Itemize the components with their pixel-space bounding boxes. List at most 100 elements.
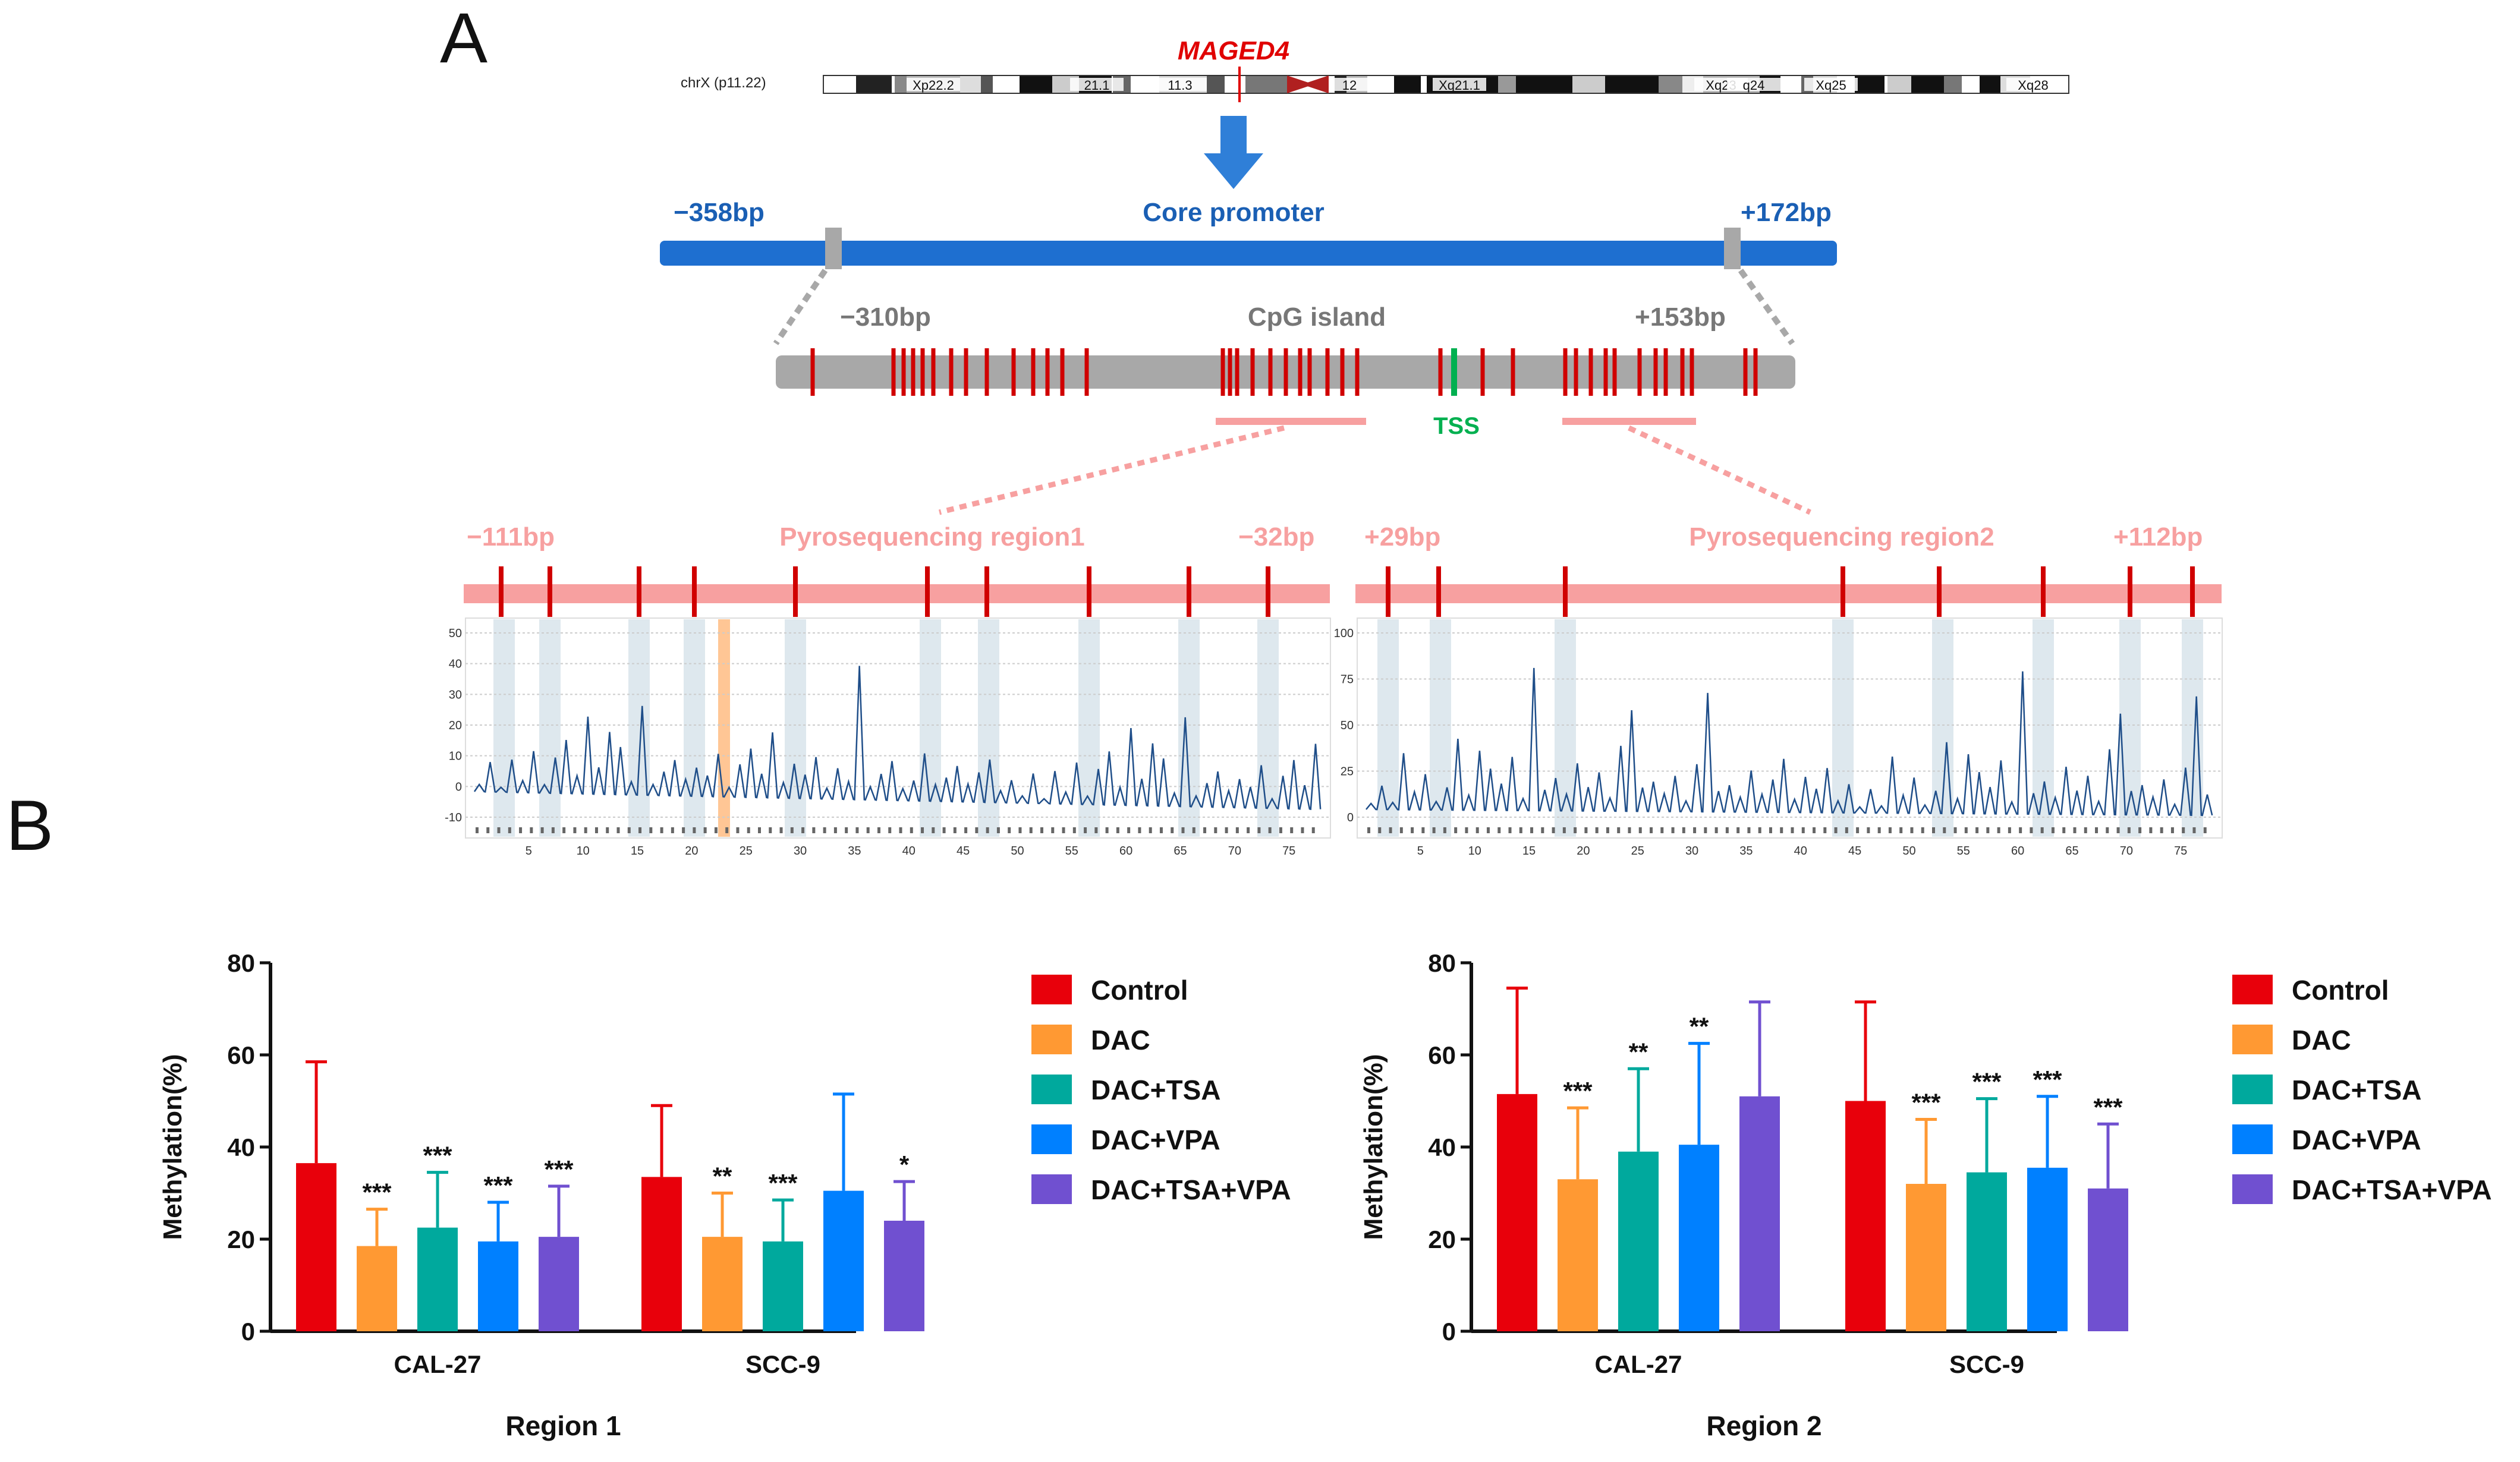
dispensation-letter [1475, 827, 1479, 833]
category-label: SCC-9 [745, 1350, 820, 1378]
pyrogram-2: 100 75 50 25 0 5 10 15 20 25 30 35 40 45 50 55 60 65 70 75 [1334, 617, 2223, 858]
promoter-left-label: −358bp [674, 198, 765, 227]
chromosome-band-label: Xp22.2 [913, 78, 954, 93]
cpg-site-marker [1266, 566, 1270, 617]
pyrogram-y-tick: -10 [445, 811, 462, 824]
pyrogram-x-tick: 70 [1228, 845, 1241, 858]
dispensation-letter [1421, 827, 1425, 833]
dispensation-letter [1964, 827, 1968, 833]
dispensation-letter [1650, 827, 1653, 833]
region2-zoom-line [1628, 425, 1811, 515]
chromosome-band-label-bg [1727, 78, 1780, 91]
dispensation-letter [1008, 827, 1011, 833]
chromosome-band-label: q24 [1743, 78, 1765, 93]
pyrogram-x-tick: 65 [1174, 845, 1187, 858]
y-tick-label: 0 [1442, 1318, 1456, 1346]
cpg-title: CpG island [1248, 303, 1386, 332]
cpg-position-shade [493, 619, 515, 837]
dispensation-letter [1116, 827, 1119, 833]
y-tick-label: 0 [241, 1318, 255, 1346]
cpg-position-shade [628, 619, 650, 837]
cpg-position-shade [1430, 619, 1451, 837]
cpg-site [1268, 348, 1273, 396]
gene-name: MAGED4 [1178, 36, 1289, 65]
chromosome-band-label-bg [1433, 78, 1486, 91]
legend-swatch [1031, 1025, 1072, 1054]
dispensation-letter [1051, 827, 1055, 833]
cpg-position-shade [2119, 619, 2141, 837]
dispensation-letter [1856, 827, 1860, 833]
significance-label: ** [1629, 1038, 1648, 1066]
cpg-site [1653, 348, 1658, 396]
dispensation-letter [1780, 827, 1783, 833]
bar [641, 1177, 682, 1331]
dispensation-letter [1769, 827, 1772, 833]
dispensation-letter [1084, 827, 1087, 833]
significance-label: * [899, 1151, 910, 1179]
cpg-site [1298, 348, 1303, 396]
dispensation-letter [877, 827, 880, 833]
dispensation-letter [2160, 827, 2163, 833]
dispensation-letter [540, 827, 544, 833]
pyrogram-x-tick: 5 [1417, 845, 1424, 858]
bar [478, 1241, 518, 1331]
bar [1906, 1184, 1946, 1331]
significance-label: *** [1563, 1077, 1593, 1105]
cpg-site-marker [1187, 566, 1191, 617]
chromosome-band [981, 76, 993, 93]
cpg-site [1045, 348, 1050, 396]
pyro2-bar [1355, 584, 2222, 603]
dispensation-letter [2203, 827, 2207, 833]
cpg-site-marker [692, 566, 697, 617]
region1-zoom-line [938, 425, 1285, 515]
dispensation-letter [953, 827, 957, 833]
cpg-site [1480, 348, 1485, 396]
bar [1497, 1094, 1537, 1331]
dispensation-letter [1029, 827, 1033, 833]
pyro2-title: Pyrosequencing region2 [1689, 522, 1994, 552]
pyrogram-x-tick: 55 [1957, 845, 1970, 858]
dispensation-letter [1758, 827, 1761, 833]
pyro1-bar [464, 584, 1330, 603]
cpg-position-shade [1078, 619, 1100, 837]
dispensation-letter [964, 827, 968, 833]
chart-title: Region 2 [1706, 1410, 1821, 1441]
dispensation-letter [1693, 827, 1697, 833]
dispensation-letter [627, 827, 631, 833]
dispensation-letter [942, 827, 946, 833]
cpg-site [1340, 348, 1345, 396]
chromosome-band [1572, 76, 1605, 93]
dispensation-letter [1062, 827, 1065, 833]
dispensation-letter [1562, 827, 1566, 833]
dispensation-letter [1171, 827, 1174, 833]
chart-title: Region 1 [505, 1410, 621, 1441]
pyrogram-trace [473, 666, 1322, 811]
dispensation-letter [1530, 827, 1534, 833]
pyrogram-x-tick: 60 [1119, 845, 1132, 858]
cpg-site-marker [637, 566, 641, 617]
legend-label: DAC [2292, 1025, 2351, 1055]
bar [539, 1237, 579, 1331]
legend-label: Control [1091, 975, 1188, 1006]
cpg-position-shade [920, 619, 941, 837]
chromosome-band [895, 76, 907, 93]
pyrogram-1: 50 40 30 20 10 0 -10 5 10 15 20 25 30 35 40 45 50 55 60 65 7… [445, 617, 1331, 858]
dispensation-letter [1747, 827, 1751, 833]
dispensation-letter [2127, 827, 2131, 833]
cpg-site [1220, 348, 1225, 396]
category-label: CAL-27 [394, 1350, 481, 1378]
bar [1618, 1151, 1659, 1331]
pyrogram-x-tick: 20 [1577, 845, 1590, 858]
legend-label: Control [2292, 975, 2389, 1006]
pyrogram-x-tick: 65 [2065, 845, 2078, 858]
bisulfite-control-shade [718, 619, 730, 837]
dispensation-letter [1628, 827, 1631, 833]
cpg-site-marker [984, 566, 989, 617]
pyrogram-x-tick: 15 [1522, 845, 1536, 858]
dispensation-letter [1072, 827, 1076, 833]
dispensation-letter [747, 827, 750, 833]
chromosome-band-label-bg [1070, 78, 1124, 91]
cpg-site [1511, 348, 1515, 396]
dispensation-letter [921, 827, 924, 833]
